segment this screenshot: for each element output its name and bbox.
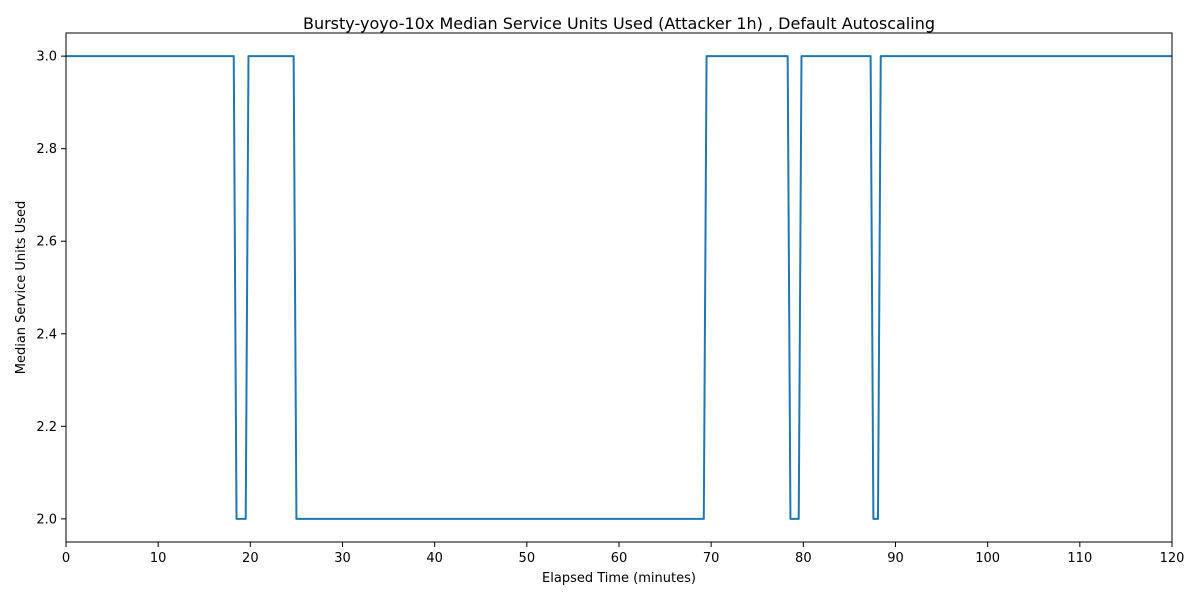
plot-area xyxy=(66,55,1172,520)
x-tick-label: 0 xyxy=(62,551,70,566)
y-axis: 2.0 2.2 2.4 2.6 2.8 3.0 xyxy=(36,50,66,527)
x-tick-label: 80 xyxy=(795,551,812,566)
x-tick-label: 50 xyxy=(519,551,536,566)
series-line xyxy=(66,55,1172,520)
chart-title: Bursty-yoyo-10x Median Service Units Use… xyxy=(303,14,935,33)
x-tick-label: 20 xyxy=(242,551,259,566)
x-tick-label: 120 xyxy=(1160,551,1185,566)
y-tick-label: 2.8 xyxy=(36,142,57,157)
y-tick-label: 2.2 xyxy=(36,420,57,435)
x-axis: 0 10 20 30 40 50 60 70 80 90 100 110 120 xyxy=(62,542,1185,566)
y-tick-label: 2.4 xyxy=(36,327,57,342)
x-tick-label: 100 xyxy=(975,551,1000,566)
x-tick-label: 110 xyxy=(1067,551,1092,566)
y-axis-title: Median Service Units Used xyxy=(14,201,29,375)
x-tick-label: 60 xyxy=(611,551,628,566)
y-tick-label: 2.0 xyxy=(36,512,57,527)
y-tick-label: 2.6 xyxy=(36,235,57,250)
x-tick-label: 30 xyxy=(334,551,351,566)
x-axis-title: Elapsed Time (minutes) xyxy=(542,571,696,586)
x-tick-label: 90 xyxy=(887,551,904,566)
plot-frame xyxy=(65,32,1173,543)
x-tick-label: 40 xyxy=(426,551,443,566)
x-tick-label: 70 xyxy=(703,551,720,566)
y-tick-label: 3.0 xyxy=(36,50,57,65)
x-tick-label: 10 xyxy=(150,551,167,566)
